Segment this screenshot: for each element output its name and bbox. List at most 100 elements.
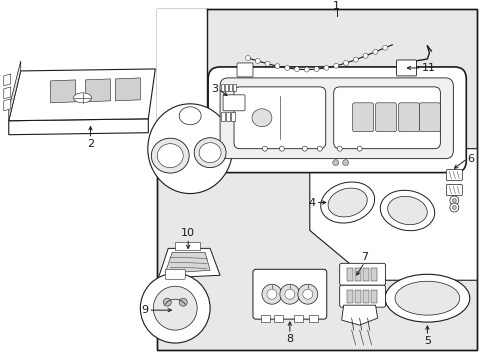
Circle shape xyxy=(333,63,338,68)
FancyBboxPatch shape xyxy=(228,84,232,91)
Polygon shape xyxy=(9,119,148,135)
FancyBboxPatch shape xyxy=(252,269,326,319)
FancyBboxPatch shape xyxy=(225,112,230,121)
Circle shape xyxy=(352,57,358,62)
Ellipse shape xyxy=(384,274,469,322)
FancyBboxPatch shape xyxy=(398,103,419,132)
Circle shape xyxy=(343,60,348,66)
Circle shape xyxy=(363,53,367,58)
FancyBboxPatch shape xyxy=(165,269,185,279)
Ellipse shape xyxy=(320,182,374,223)
FancyBboxPatch shape xyxy=(224,84,228,91)
FancyBboxPatch shape xyxy=(208,67,466,172)
Circle shape xyxy=(179,298,187,306)
Circle shape xyxy=(284,66,289,71)
FancyBboxPatch shape xyxy=(352,103,373,132)
Circle shape xyxy=(245,55,250,60)
Circle shape xyxy=(285,289,294,299)
Circle shape xyxy=(372,49,377,54)
Circle shape xyxy=(451,206,455,210)
Circle shape xyxy=(297,284,317,304)
Polygon shape xyxy=(115,78,140,101)
Circle shape xyxy=(382,45,387,50)
FancyBboxPatch shape xyxy=(230,112,235,121)
FancyBboxPatch shape xyxy=(346,268,352,281)
Polygon shape xyxy=(165,252,210,273)
FancyBboxPatch shape xyxy=(370,290,376,303)
Ellipse shape xyxy=(387,196,427,225)
FancyBboxPatch shape xyxy=(339,285,385,307)
FancyBboxPatch shape xyxy=(294,315,303,321)
FancyBboxPatch shape xyxy=(333,87,440,149)
Text: 2: 2 xyxy=(87,139,94,149)
Text: 1: 1 xyxy=(332,1,340,11)
Ellipse shape xyxy=(147,104,232,194)
Circle shape xyxy=(337,146,342,151)
Ellipse shape xyxy=(199,143,221,163)
Polygon shape xyxy=(4,99,11,111)
Polygon shape xyxy=(9,69,155,121)
Text: 6: 6 xyxy=(467,154,473,164)
Circle shape xyxy=(449,196,458,205)
Circle shape xyxy=(266,289,276,299)
Ellipse shape xyxy=(251,109,271,127)
Polygon shape xyxy=(85,79,110,102)
Circle shape xyxy=(274,64,279,69)
FancyBboxPatch shape xyxy=(220,84,224,91)
FancyBboxPatch shape xyxy=(354,290,360,303)
Text: 4: 4 xyxy=(308,198,315,207)
Polygon shape xyxy=(9,61,20,121)
Circle shape xyxy=(332,159,338,166)
Circle shape xyxy=(313,67,319,72)
Ellipse shape xyxy=(151,138,189,173)
FancyBboxPatch shape xyxy=(363,268,368,281)
Circle shape xyxy=(140,273,210,343)
FancyBboxPatch shape xyxy=(220,112,225,121)
Polygon shape xyxy=(341,305,377,325)
FancyBboxPatch shape xyxy=(370,268,376,281)
Circle shape xyxy=(304,67,308,72)
Circle shape xyxy=(153,286,197,330)
Circle shape xyxy=(279,146,284,151)
Polygon shape xyxy=(157,9,207,149)
Polygon shape xyxy=(4,74,11,86)
FancyBboxPatch shape xyxy=(223,95,244,111)
FancyBboxPatch shape xyxy=(261,315,270,321)
Circle shape xyxy=(317,146,322,151)
Circle shape xyxy=(451,198,455,203)
FancyBboxPatch shape xyxy=(354,268,360,281)
Ellipse shape xyxy=(179,107,201,125)
Circle shape xyxy=(279,284,299,304)
Polygon shape xyxy=(309,149,476,280)
Polygon shape xyxy=(175,242,200,250)
Circle shape xyxy=(342,159,348,166)
Circle shape xyxy=(163,298,171,306)
Circle shape xyxy=(449,203,458,212)
Text: 5: 5 xyxy=(423,336,430,346)
FancyBboxPatch shape xyxy=(274,315,283,321)
Circle shape xyxy=(262,146,267,151)
FancyBboxPatch shape xyxy=(308,315,318,321)
FancyBboxPatch shape xyxy=(375,103,396,132)
Circle shape xyxy=(302,289,312,299)
Circle shape xyxy=(262,284,281,304)
Text: 10: 10 xyxy=(181,228,195,238)
FancyBboxPatch shape xyxy=(234,87,325,149)
Circle shape xyxy=(294,67,299,72)
Circle shape xyxy=(264,61,269,66)
Ellipse shape xyxy=(73,93,91,103)
FancyBboxPatch shape xyxy=(446,185,461,195)
Ellipse shape xyxy=(194,138,225,168)
Circle shape xyxy=(255,58,260,63)
Text: 11: 11 xyxy=(421,63,434,73)
Text: 3: 3 xyxy=(211,84,218,94)
Ellipse shape xyxy=(157,144,183,168)
FancyBboxPatch shape xyxy=(220,78,452,159)
Circle shape xyxy=(302,146,306,151)
FancyBboxPatch shape xyxy=(419,103,440,132)
Text: 8: 8 xyxy=(285,334,293,344)
Polygon shape xyxy=(158,248,220,278)
Polygon shape xyxy=(51,80,75,103)
FancyBboxPatch shape xyxy=(346,290,352,303)
FancyBboxPatch shape xyxy=(363,290,368,303)
